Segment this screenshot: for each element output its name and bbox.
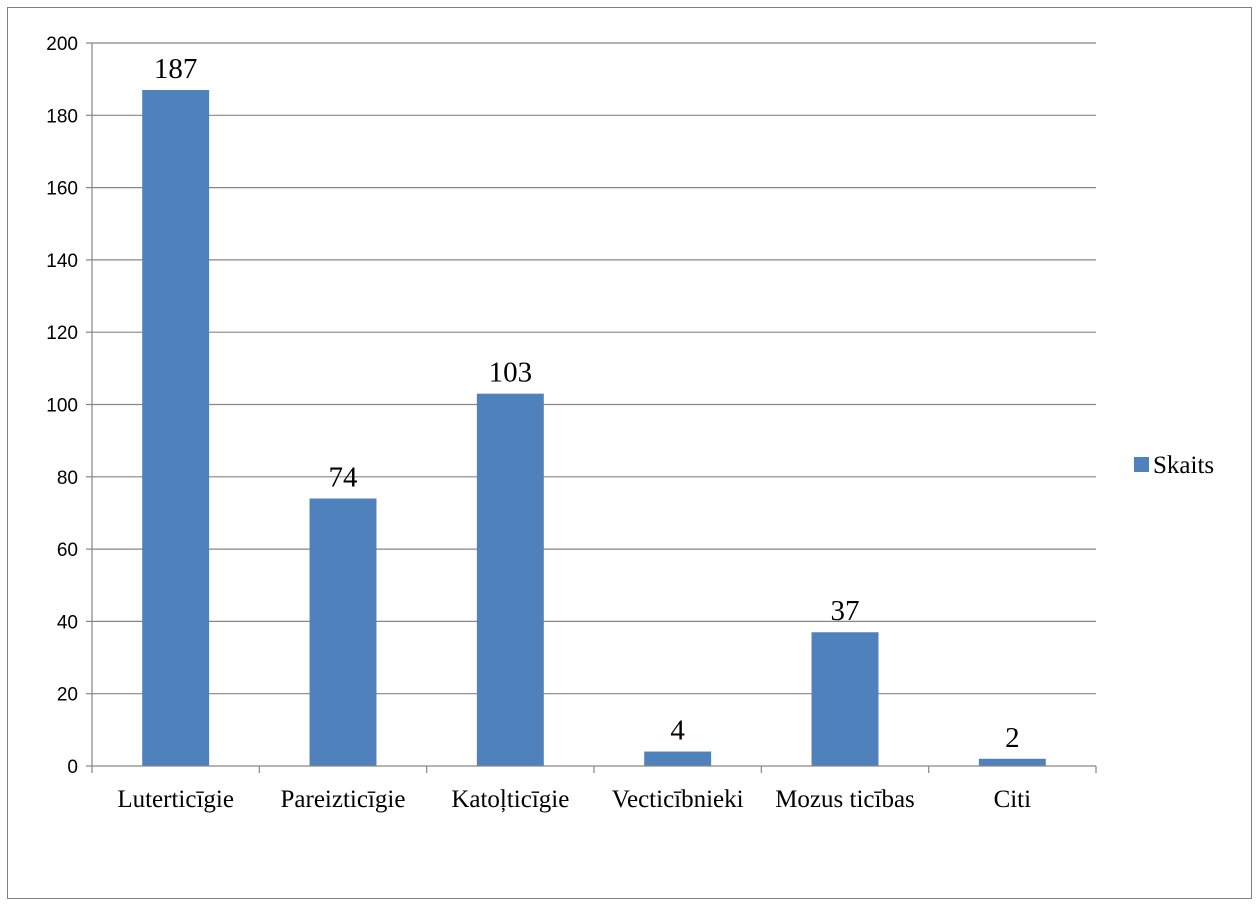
y-tick-label: 100	[46, 396, 78, 417]
y-tick-label: 180	[46, 106, 78, 127]
x-tick-label: Citi	[994, 786, 1032, 813]
legend-swatch-skaits	[1134, 457, 1149, 472]
x-tick-label: Vecticībnieki	[612, 786, 744, 813]
y-axis: 0 20 40 60 80 100 120 140 160 180 200	[46, 34, 93, 778]
x-tick-label: Mozus ticības	[775, 786, 915, 813]
chart-area: 0 20 40 60 80 100 120 140 160 180 200 187 74 103 4 37 2…	[7, 7, 1252, 899]
gridlines	[92, 42, 1096, 695]
y-tick-label: 40	[57, 612, 78, 633]
y-tick-label: 200	[46, 34, 78, 55]
legend-label-skaits: Skaits	[1153, 452, 1214, 479]
y-tick-label: 20	[57, 685, 78, 706]
bar	[142, 89, 210, 767]
data-label: 4	[670, 715, 685, 747]
x-tick-label: Pareizticīgie	[281, 786, 406, 813]
bar-chart: 0 20 40 60 80 100 120 140 160 180 200 187 74 103 4 37 2…	[46, 34, 1214, 813]
bar	[309, 498, 377, 766]
y-tick-label: 140	[46, 251, 78, 272]
data-label: 74	[329, 461, 359, 493]
data-label: 187	[154, 53, 198, 85]
y-tick-label: 80	[57, 468, 78, 489]
bars: 187 74 103 4 37 2	[142, 53, 1046, 767]
data-label: 37	[831, 595, 860, 627]
bar	[811, 632, 879, 766]
data-label: 2	[1005, 722, 1020, 754]
y-tick-label: 0	[67, 757, 78, 778]
bar	[978, 758, 1046, 766]
data-label: 103	[489, 357, 533, 389]
bar	[476, 393, 544, 766]
bar	[644, 751, 712, 766]
x-tick-label: Katoļticīgie	[451, 786, 569, 813]
x-axis: Luterticīgie Pareizticīgie Katoļticīgie Vec…	[91, 765, 1097, 813]
y-tick-label: 60	[57, 540, 78, 561]
y-tick-label: 120	[46, 323, 78, 344]
legend: Skaits	[1134, 452, 1214, 479]
y-tick-label: 160	[46, 179, 78, 200]
x-tick-label: Luterticīgie	[117, 786, 234, 813]
